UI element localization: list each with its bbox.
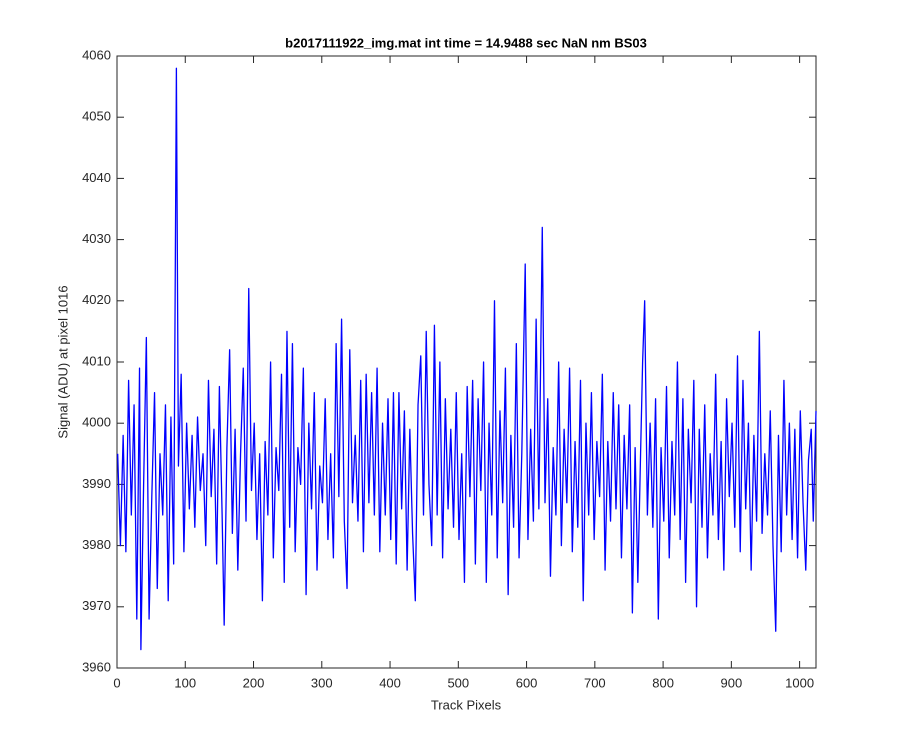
x-tick-label: 400 [379,675,401,690]
x-tick-label: 700 [584,675,606,690]
x-tick-label: 0 [113,675,120,690]
y-tick-label: 4010 [82,353,111,368]
y-tick-label: 3970 [82,598,111,613]
x-axis-label: Track Pixels [431,697,502,712]
x-tick-label: 300 [311,675,333,690]
y-tick-label: 3980 [82,537,111,552]
y-tick-label: 4030 [82,231,111,246]
y-tick-label: 4020 [82,292,111,307]
x-tick-label: 1000 [785,675,814,690]
y-tick-label: 4040 [82,170,111,185]
x-tick-label: 200 [243,675,265,690]
y-tick-label: 4000 [82,415,111,430]
y-axis-label: Signal (ADU) at pixel 1016 [55,285,70,438]
x-tick-label: 900 [721,675,743,690]
x-tick-label: 600 [516,675,538,690]
y-tick-label: 4060 [82,47,111,62]
y-tick-label: 3960 [82,659,111,674]
x-tick-label: 500 [447,675,469,690]
y-tick-label: 3990 [82,476,111,491]
x-tick-label: 100 [174,675,196,690]
y-tick-label: 4050 [82,109,111,124]
chart-title: b2017111922_img.mat int time = 14.9488 s… [285,35,647,50]
data-line [117,67,817,651]
x-tick-label: 800 [652,675,674,690]
